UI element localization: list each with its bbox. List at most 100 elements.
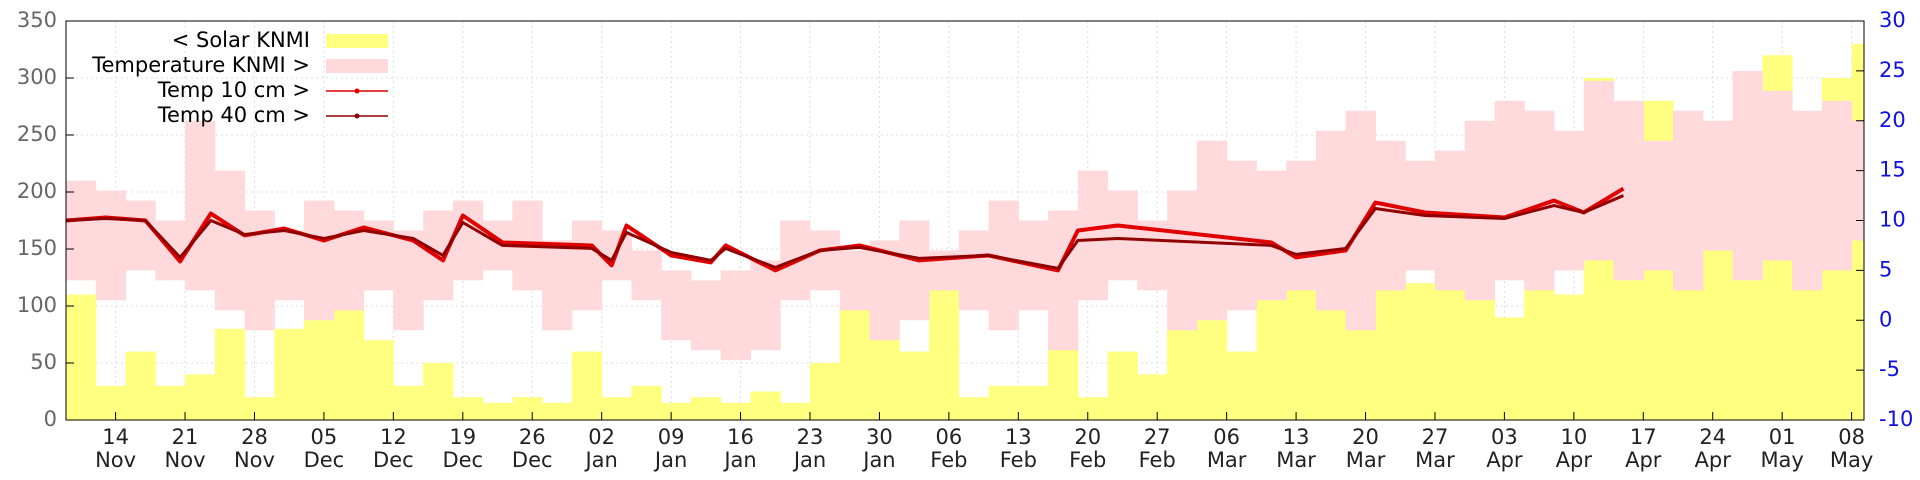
temperature-band [1048,210,1079,351]
solar-bar [1226,351,1257,420]
temperature-band [452,200,484,281]
temperature-band [542,240,573,331]
temperature-band [1226,160,1257,311]
temperature-band [1315,130,1347,311]
temperature-band [393,230,424,331]
x-tick-label: 16 Jan [724,425,757,472]
x-tick-label: 08 May [1829,425,1874,472]
solar-bar [244,397,275,420]
solar-bar [1077,397,1109,420]
temperature-band [631,250,662,301]
solar-bar [185,374,216,420]
legend-marker [354,113,360,119]
solar-bar [333,306,365,420]
x-tick-label: 26 Dec [511,425,553,472]
temperature-band [958,230,990,311]
x-tick-label: 06 Feb [930,425,968,472]
y-tick-label: 150 [17,236,57,260]
x-tick-label: 10 Apr [1555,425,1592,472]
temperature-band [661,270,692,341]
solar-bar [304,317,335,420]
solar-bar [571,351,603,420]
temperature-band [869,240,900,341]
solar-bar [839,306,871,420]
x-tick-label: 20 Feb [1069,425,1107,472]
legend-label: Temp 40 cm > [157,103,310,127]
temperature-band [1286,160,1317,291]
y2-tick-label: 20 [1879,108,1906,132]
temperature-band [1107,190,1138,281]
x-tick-label: 13 Feb [999,425,1037,472]
x-tick-label: 23 Jan [793,425,827,472]
y-tick-label: 300 [17,65,57,89]
solar-bar [482,402,513,420]
temperature-band [214,170,246,311]
temperature-band [1792,110,1823,291]
y-tick-label: 200 [17,179,57,203]
y-tick-label: 100 [17,293,57,317]
temperature-band [1375,140,1406,291]
y2-tick-label: -10 [1879,407,1913,431]
solar-bar [601,397,632,420]
x-tick-label: 02 Jan [585,425,618,472]
solar-bar [95,385,127,420]
x-tick-label: 09 Jan [654,425,688,472]
temperature-band [333,210,365,311]
y2-tick-label: -5 [1879,357,1900,381]
temperature-band [1167,190,1198,331]
x-tick-label: 14 Nov [95,425,137,472]
x-tick-label: 13 Mar [1276,425,1316,472]
temperature-band [1196,140,1228,321]
temperature-band [1256,170,1287,301]
solar-bar [363,340,394,420]
solar-bar [1405,283,1436,420]
temperature-band [66,180,97,281]
solar-bar [1554,294,1585,420]
temperature-band [1673,110,1704,291]
solar-bar [1196,306,1228,420]
y-tick-label: 0 [44,407,57,431]
x-tick-label: 17 Apr [1625,425,1662,472]
temperature-band [1345,110,1376,331]
solar-bar [720,402,751,420]
y2-tick-label: 15 [1879,158,1906,182]
solar-bar [750,391,781,420]
x-tick-label: 30 Jan [863,425,896,472]
temperature-band [1077,170,1109,301]
legend-label: Temp 10 cm > [157,78,310,102]
legend-label: Temperature KNMI > [91,53,310,77]
solar-bar [631,385,662,420]
temperature-band [1762,90,1793,261]
solar-bar [1107,351,1138,420]
solar-bar [452,397,484,420]
temperature-band [690,280,722,351]
legend-swatch [326,34,388,48]
temperature-band [1434,150,1466,291]
solar-bar [780,402,811,420]
temperature-band [1702,120,1734,251]
solar-bar [393,385,424,420]
solar-bar [988,385,1019,420]
temperature-band [95,190,127,301]
temperature-band [1583,80,1615,261]
x-tick-label: 28 Nov [233,425,275,472]
x-tick-label: 06 Mar [1206,425,1247,472]
temperature-band [244,210,275,331]
legend-marker [354,88,360,94]
solar-bar [542,402,573,420]
x-tick-label: 12 Dec [373,425,414,472]
x-tick-label: 24 Apr [1694,425,1731,472]
solar-bar [423,363,454,420]
solar-bar [1137,374,1168,420]
solar-bar [661,402,692,420]
y2-tick-label: 30 [1879,8,1906,32]
solar-bar [1494,317,1525,420]
solar-bar [690,397,722,420]
solar-bar [214,328,246,420]
solar-bar [125,351,156,420]
temperature-band [839,250,871,311]
temperature-band [899,220,930,321]
solar-bar [958,397,990,420]
